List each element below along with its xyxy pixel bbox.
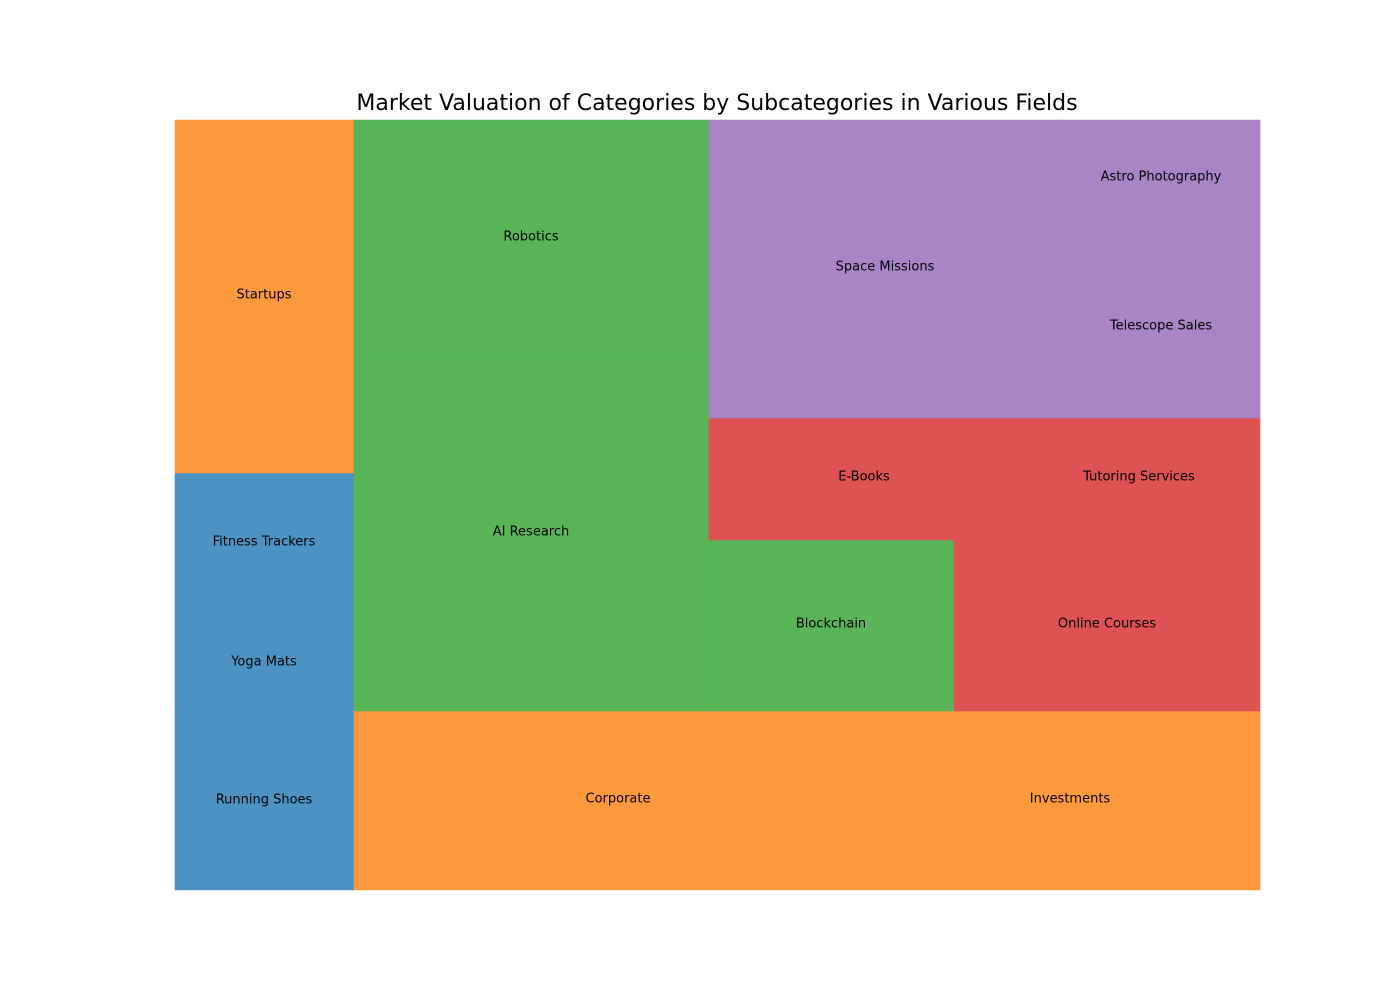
treemap-label-fitness-trackers: Fitness Trackers	[213, 535, 316, 550]
treemap-label-astro-photography: Astro Photography	[1101, 170, 1222, 185]
treemap-label-blockchain: Blockchain	[796, 617, 866, 632]
treemap-cell-astro-photography	[1061, 119, 1261, 238]
treemap-label-e-books: E-Books	[838, 470, 890, 485]
treemap-label-space-missions: Space Missions	[836, 260, 935, 275]
treemap-label-running-shoes: Running Shoes	[216, 793, 313, 808]
treemap-label-robotics: Robotics	[503, 230, 558, 245]
treemap-label-corporate: Corporate	[586, 792, 651, 807]
treemap-label-startups: Startups	[236, 288, 291, 303]
treemap-cell-fitness-trackers	[174, 472, 355, 593]
treemap-label-tutoring-services: Tutoring Services	[1082, 470, 1195, 485]
treemap-label-yoga-mats: Yoga Mats	[230, 655, 297, 670]
treemap-label-investments: Investments	[1030, 792, 1111, 807]
treemap-label-online-courses: Online Courses	[1058, 617, 1156, 632]
chart-title: Market Valuation of Categories by Subcat…	[356, 91, 1078, 116]
treemap-cell-yoga-mats	[174, 591, 355, 712]
treemap-label-ai-research: AI Research	[493, 525, 570, 540]
treemap-label-telescope-sales: Telescope Sales	[1109, 319, 1212, 334]
